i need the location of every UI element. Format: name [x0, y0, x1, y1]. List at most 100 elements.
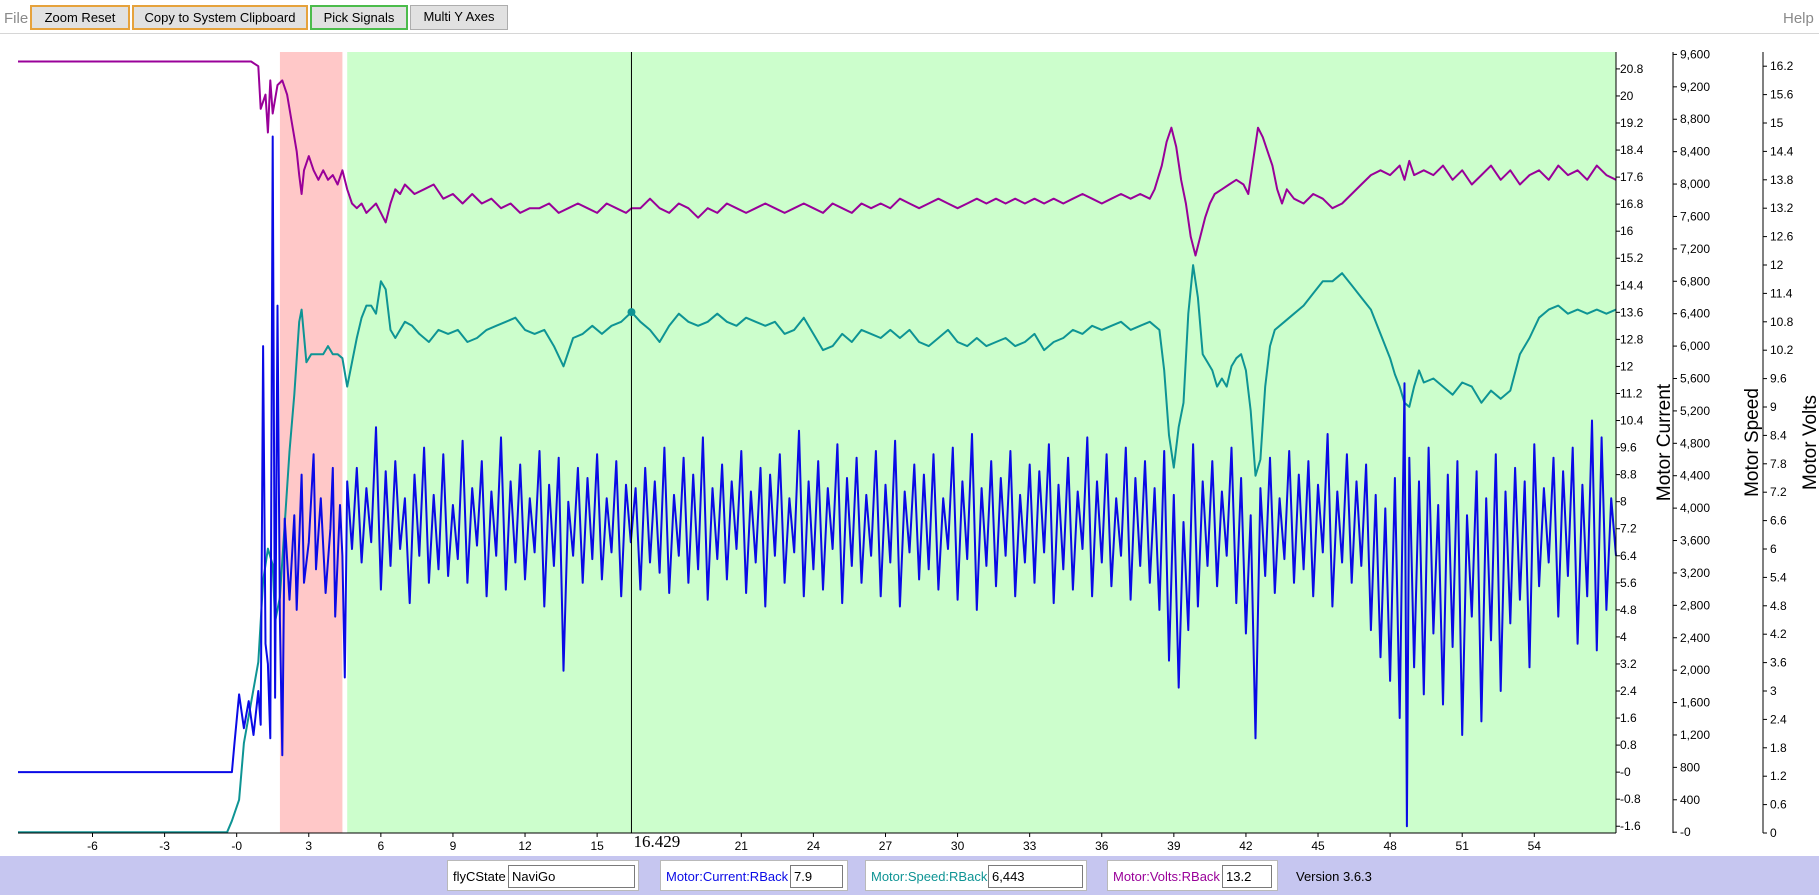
- y-tick-label-current: 12.8: [1620, 332, 1644, 346]
- y-tick-label-current: -0.8: [1620, 792, 1641, 806]
- y-axis-title-current: Motor Current: [1654, 383, 1675, 501]
- motor-volts-field[interactable]: [1222, 865, 1272, 888]
- file-menu[interactable]: File: [4, 10, 29, 27]
- flycstate-readout: flyCState: [447, 860, 639, 891]
- y-tick-label-current: 13.6: [1620, 305, 1644, 319]
- y-tick-label-current: 8.8: [1620, 468, 1637, 482]
- y-tick-label-volts: 3: [1770, 684, 1777, 698]
- flycstate-field[interactable]: [508, 865, 635, 888]
- x-tick-label: 24: [807, 839, 821, 853]
- y-tick-label-volts: 4.2: [1770, 627, 1787, 641]
- y-tick-label-current: 9.6: [1620, 441, 1637, 455]
- x-tick-label: 42: [1239, 839, 1253, 853]
- y-tick-label-current: 8: [1620, 495, 1627, 509]
- x-tick-label: 51: [1456, 839, 1470, 853]
- x-tick-label: 39: [1167, 839, 1181, 853]
- y-tick-label-volts: 0: [1770, 826, 1777, 840]
- y-tick-label-current: 16: [1620, 224, 1634, 238]
- motor-speed-field[interactable]: [988, 865, 1083, 888]
- x-tick-label: 6: [378, 839, 385, 853]
- y-tick-label-speed: 1,200: [1680, 728, 1710, 742]
- y-tick-label-volts: 1.8: [1770, 741, 1787, 755]
- help-menu[interactable]: Help: [1783, 10, 1814, 27]
- y-tick-label-speed: 4,000: [1680, 501, 1710, 515]
- y-tick-label-current: 2.4: [1620, 684, 1637, 698]
- y-tick-label-speed: 4,400: [1680, 469, 1710, 483]
- motor-speed-label: Motor:Speed:RBack: [871, 869, 988, 884]
- y-tick-label-volts: 14.4: [1770, 144, 1794, 158]
- multi-y-axes-button[interactable]: Multi Y Axes: [410, 5, 508, 30]
- y-tick-label-speed: 400: [1680, 793, 1700, 807]
- y-tick-label-speed: 2,800: [1680, 598, 1710, 612]
- cursor-marker: [627, 308, 636, 317]
- y-tick-label-current: 14.4: [1620, 278, 1644, 292]
- y-tick-label-speed: 5,200: [1680, 404, 1710, 418]
- y-tick-label-current: 20: [1620, 89, 1634, 103]
- x-tick-label: 45: [1311, 839, 1325, 853]
- y-tick-label-volts: 6: [1770, 542, 1777, 556]
- cursor-layer[interactable]: 16.429: [627, 52, 680, 851]
- y-tick-label-current: 5.6: [1620, 576, 1637, 590]
- y-tick-label-speed: 1,600: [1680, 696, 1710, 710]
- x-axis: -6 -3 -0 3 6 9 12 15 21 24 27 30 33 36 39 42 45 48 51 54: [18, 832, 1616, 853]
- y-tick-label-speed: -0: [1680, 825, 1691, 839]
- y-tick-label-speed: 7,600: [1680, 209, 1710, 223]
- y-tick-label-current: 19.2: [1620, 116, 1644, 130]
- y-tick-label-current: 1.6: [1620, 711, 1637, 725]
- y-tick-label-speed: 8,400: [1680, 145, 1710, 159]
- x-tick-label: 54: [1528, 839, 1542, 853]
- y-tick-label-speed: 4,800: [1680, 436, 1710, 450]
- zoom-reset-button[interactable]: Zoom Reset: [30, 5, 130, 30]
- x-tick-label: 15: [590, 839, 604, 853]
- y-tick-label-volts: 1.2: [1770, 769, 1787, 783]
- cursor-value-label: 16.429: [633, 832, 680, 851]
- y-tick-label-speed: 5,600: [1680, 371, 1710, 385]
- motor-speed-readout: Motor:Speed:RBack: [865, 860, 1087, 891]
- y-tick-label-volts: 13.2: [1770, 201, 1794, 215]
- copy-to-clipboard-button[interactable]: Copy to System Clipboard: [132, 5, 308, 30]
- chart-area[interactable]: 16.429 -6 -3 -0 3 6 9 12 15 21 24 27 30 33 36 39 42 45 48…: [0, 33, 1819, 856]
- y-tick-label-volts: 4.8: [1770, 599, 1787, 613]
- series-line-volts: [18, 60, 1617, 257]
- y-tick-label-speed: 8,800: [1680, 112, 1710, 126]
- toolbar: File Zoom Reset Copy to System Clipboard…: [0, 0, 1819, 34]
- pick-signals-button[interactable]: Pick Signals: [310, 5, 408, 30]
- x-tick-label: -6: [87, 839, 98, 853]
- y-tick-label-current: 4.8: [1620, 603, 1637, 617]
- y-tick-label-volts: 15.6: [1770, 88, 1794, 102]
- y-tick-label-volts: 9.6: [1770, 372, 1787, 386]
- x-tick-label: 9: [450, 839, 457, 853]
- series-line-speed: [18, 264, 1617, 834]
- y-tick-label-speed: 6,800: [1680, 274, 1710, 288]
- y-tick-label-volts: 10.8: [1770, 315, 1794, 329]
- series-line-current: [18, 135, 1617, 828]
- y-tick-label-volts: 6.6: [1770, 514, 1787, 528]
- y-tick-label-speed: 6,000: [1680, 339, 1710, 353]
- y-tick-label-speed: 9,200: [1680, 80, 1710, 94]
- y-tick-label-current: 20.8: [1620, 62, 1644, 76]
- y-tick-label-current: 7.2: [1620, 522, 1637, 536]
- y-tick-label-speed: 2,400: [1680, 631, 1710, 645]
- x-tick-label: 27: [879, 839, 893, 853]
- y-tick-label-current: 18.4: [1620, 143, 1644, 157]
- y-tick-label-current: -0: [1620, 765, 1631, 779]
- motor-current-field[interactable]: [790, 865, 843, 888]
- state-regions: [279, 52, 1616, 833]
- y-tick-label-current: 16.8: [1620, 197, 1644, 211]
- y-tick-label-volts: 11.4: [1770, 286, 1793, 300]
- x-tick-label: 3: [305, 839, 312, 853]
- y-tick-label-speed: 6,400: [1680, 307, 1710, 321]
- y-axis-title-volts: Motor Volts: [1800, 395, 1819, 490]
- x-tick-label: 30: [951, 839, 965, 853]
- y-tick-label-current: 12: [1620, 359, 1634, 373]
- y-tick-label-speed: 800: [1680, 760, 1700, 774]
- y-tick-label-current: 11.2: [1620, 386, 1643, 400]
- y-tick-label-current: 0.8: [1620, 738, 1637, 752]
- y-tick-label-volts: 15: [1770, 116, 1784, 130]
- x-tick-label: 48: [1383, 839, 1397, 853]
- y-tick-label-speed: 8,000: [1680, 177, 1710, 191]
- flycstate-label: flyCState: [453, 869, 506, 884]
- y-tick-label-current: 10.4: [1620, 414, 1644, 428]
- y-axis-title-speed: Motor Speed: [1742, 388, 1763, 497]
- x-tick-label: -3: [159, 839, 170, 853]
